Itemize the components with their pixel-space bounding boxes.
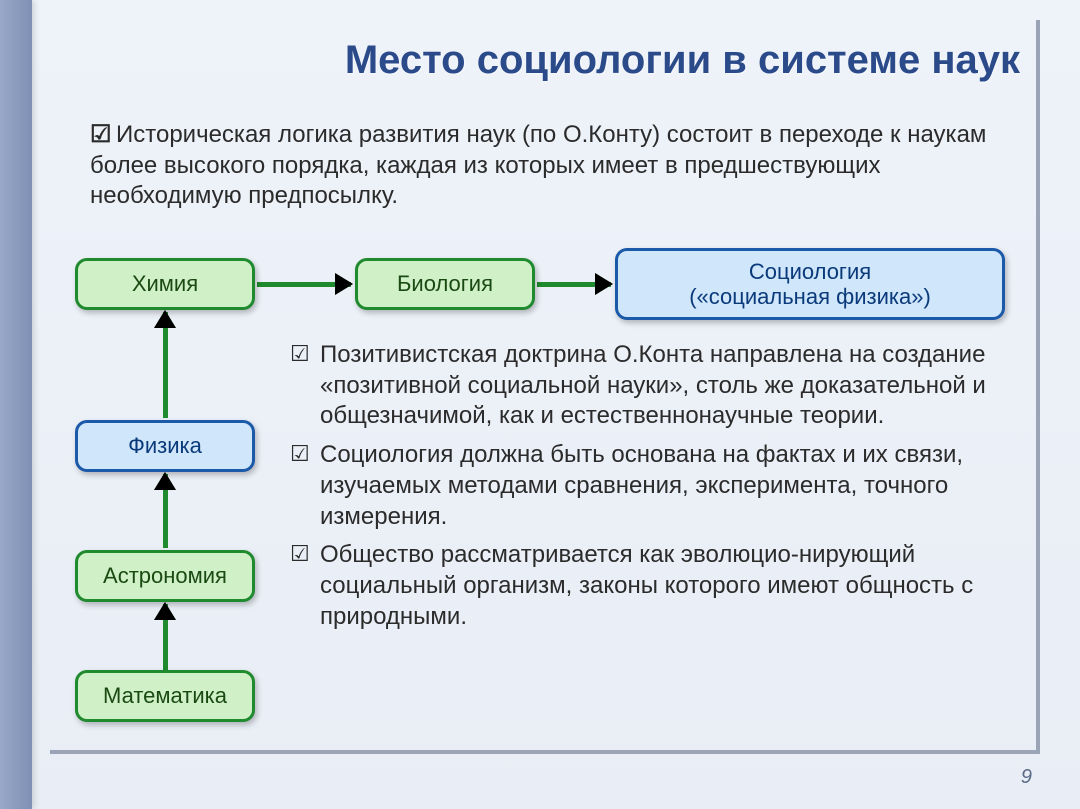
node-soc: Социология («социальная физика») [615, 248, 1005, 320]
bullet-list: Позитивистская доктрина О.Конта направле… [290, 340, 1010, 640]
right-rule [1036, 20, 1040, 754]
intro-paragraph: ☑Историческая логика развития наук (по О… [90, 120, 1010, 212]
intro-text: Историческая логика развития наук (по О.… [90, 121, 986, 209]
arrow [163, 312, 168, 418]
page-number: 9 [1021, 766, 1032, 789]
bullet-item: Социология должна быть основана на факта… [290, 440, 1010, 532]
check-icon: ☑ [90, 120, 116, 151]
arrow [163, 474, 168, 548]
arrow [257, 282, 351, 287]
node-bio: Биология [355, 258, 535, 310]
slide-title: Место социологии в системе наук [345, 38, 1020, 83]
node-astro: Астрономия [75, 550, 255, 602]
node-math: Математика [75, 670, 255, 722]
arrow [537, 282, 611, 287]
node-chem: Химия [75, 258, 255, 310]
node-phys: Физика [75, 420, 255, 472]
bottom-rule [50, 750, 1040, 754]
bullet-item: Общество рассматривается как эволюцио-ни… [290, 540, 1010, 632]
bullet-item: Позитивистская доктрина О.Конта направле… [290, 340, 1010, 432]
left-rail [0, 0, 32, 809]
arrow [163, 604, 168, 670]
